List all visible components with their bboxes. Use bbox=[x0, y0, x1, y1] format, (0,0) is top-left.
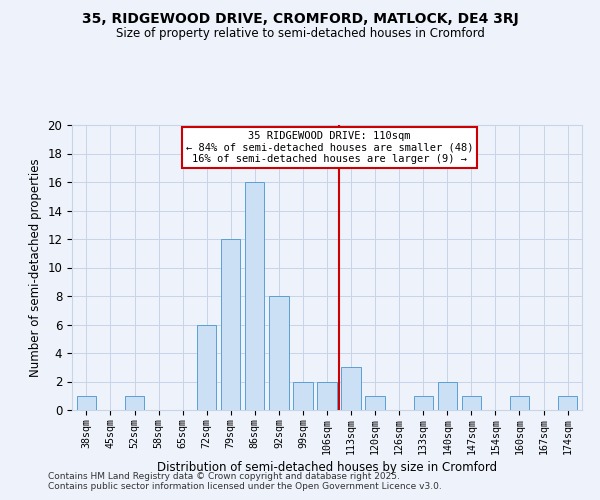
Bar bbox=[125, 396, 144, 410]
X-axis label: Distribution of semi-detached houses by size in Cromford: Distribution of semi-detached houses by … bbox=[157, 460, 497, 473]
Text: 35, RIDGEWOOD DRIVE, CROMFORD, MATLOCK, DE4 3RJ: 35, RIDGEWOOD DRIVE, CROMFORD, MATLOCK, … bbox=[82, 12, 518, 26]
Bar bbox=[221, 239, 241, 410]
Y-axis label: Number of semi-detached properties: Number of semi-detached properties bbox=[29, 158, 42, 377]
Bar bbox=[245, 182, 265, 410]
Bar bbox=[413, 396, 433, 410]
Bar bbox=[293, 382, 313, 410]
Bar bbox=[77, 396, 96, 410]
Bar bbox=[462, 396, 481, 410]
Text: Contains public sector information licensed under the Open Government Licence v3: Contains public sector information licen… bbox=[48, 482, 442, 491]
Bar bbox=[197, 324, 217, 410]
Bar bbox=[341, 367, 361, 410]
Bar bbox=[317, 382, 337, 410]
Text: Size of property relative to semi-detached houses in Cromford: Size of property relative to semi-detach… bbox=[116, 28, 484, 40]
Text: Contains HM Land Registry data © Crown copyright and database right 2025.: Contains HM Land Registry data © Crown c… bbox=[48, 472, 400, 481]
Bar bbox=[437, 382, 457, 410]
Bar bbox=[558, 396, 577, 410]
Bar bbox=[510, 396, 529, 410]
Bar bbox=[269, 296, 289, 410]
Bar bbox=[365, 396, 385, 410]
Text: 35 RIDGEWOOD DRIVE: 110sqm
← 84% of semi-detached houses are smaller (48)
16% of: 35 RIDGEWOOD DRIVE: 110sqm ← 84% of semi… bbox=[185, 130, 473, 164]
